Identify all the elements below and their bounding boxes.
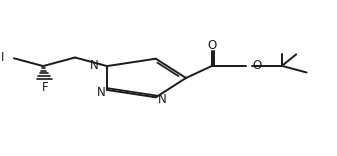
Text: I: I xyxy=(1,51,4,64)
Text: O: O xyxy=(252,59,262,72)
Text: N: N xyxy=(97,86,105,99)
Text: O: O xyxy=(208,39,217,52)
Text: N: N xyxy=(157,93,166,106)
Text: F: F xyxy=(41,81,48,94)
Text: N: N xyxy=(90,59,99,72)
